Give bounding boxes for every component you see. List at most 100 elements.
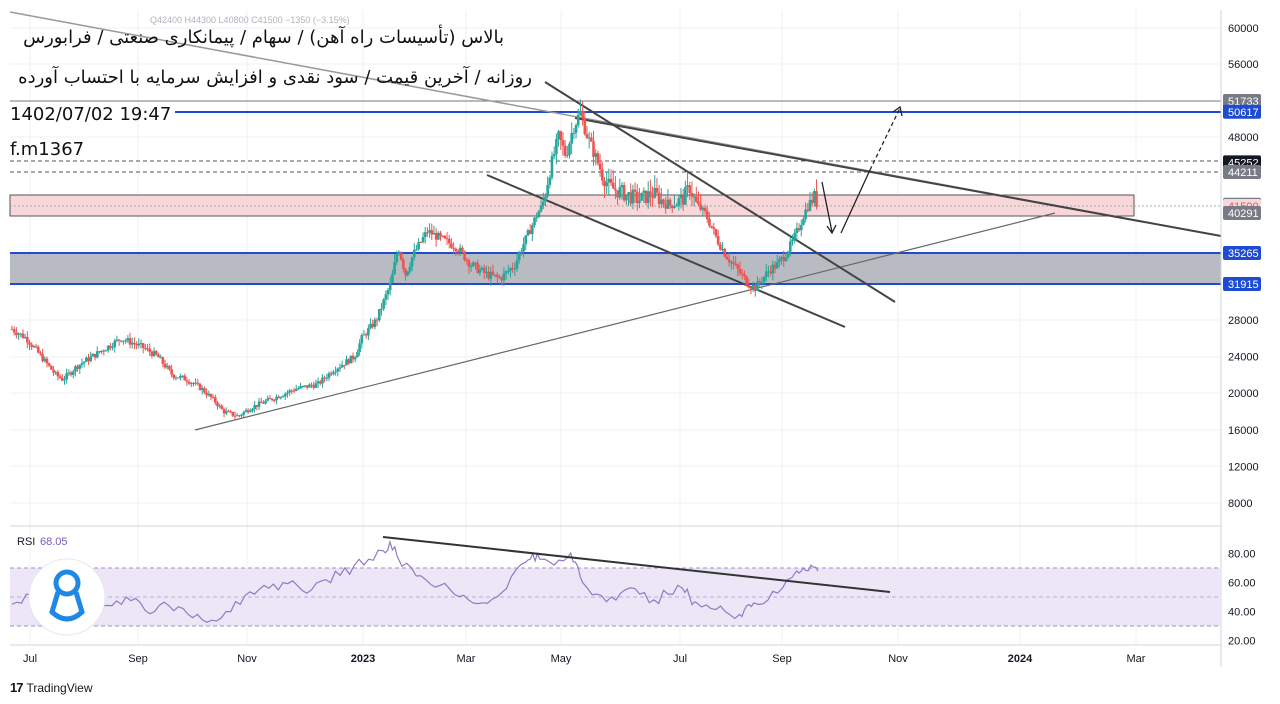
long-support-trendline[interactable] (194, 212, 1056, 431)
candle[interactable] (690, 181, 694, 207)
candle[interactable] (338, 363, 342, 372)
candle[interactable] (192, 382, 195, 387)
candle[interactable] (802, 216, 805, 226)
candle[interactable] (113, 338, 117, 353)
candle[interactable] (699, 193, 702, 212)
candle[interactable] (32, 344, 36, 348)
candle[interactable] (719, 241, 722, 251)
candle[interactable] (395, 250, 399, 265)
candle[interactable] (297, 386, 300, 390)
projection-arrows[interactable] (821, 105, 903, 235)
candle[interactable] (758, 278, 761, 287)
candle[interactable] (786, 250, 790, 260)
candle[interactable] (769, 265, 772, 277)
candle[interactable] (351, 352, 355, 363)
candle[interactable] (205, 388, 208, 399)
candle[interactable] (653, 175, 657, 199)
candle[interactable] (362, 330, 366, 336)
candle[interactable] (467, 258, 471, 275)
candle[interactable] (270, 398, 274, 402)
candle[interactable] (491, 264, 495, 277)
candle[interactable] (111, 342, 114, 351)
candle[interactable] (692, 193, 696, 207)
candle[interactable] (644, 190, 648, 206)
candle[interactable] (310, 382, 313, 389)
candle[interactable] (572, 128, 576, 140)
candle[interactable] (736, 262, 740, 277)
candle[interactable] (437, 230, 440, 241)
candle[interactable] (386, 287, 390, 301)
candle[interactable] (432, 225, 436, 235)
candle[interactable] (526, 228, 530, 237)
candle[interactable] (655, 178, 659, 196)
candle[interactable] (749, 286, 753, 295)
candle[interactable] (463, 250, 466, 262)
candle[interactable] (815, 179, 818, 210)
candle[interactable] (397, 250, 401, 256)
candle[interactable] (686, 172, 689, 198)
candle[interactable] (109, 342, 112, 351)
candle[interactable] (198, 382, 202, 391)
candle[interactable] (334, 366, 337, 376)
candle[interactable] (89, 351, 93, 363)
candle[interactable] (631, 184, 635, 210)
candle[interactable] (533, 216, 536, 228)
candle[interactable] (98, 350, 101, 354)
candle[interactable] (485, 265, 488, 279)
candle[interactable] (618, 178, 622, 200)
candle[interactable] (603, 177, 606, 198)
candle[interactable] (716, 229, 720, 247)
candle[interactable] (701, 206, 705, 217)
candle[interactable] (605, 171, 608, 195)
candle[interactable] (609, 169, 613, 186)
candle[interactable] (380, 303, 383, 316)
candle[interactable] (813, 188, 816, 207)
candle[interactable] (30, 342, 33, 351)
candle[interactable] (579, 99, 582, 117)
candle[interactable] (154, 350, 158, 356)
candle[interactable] (548, 174, 552, 189)
candle[interactable] (714, 228, 718, 239)
candle[interactable] (705, 206, 709, 223)
candle[interactable] (93, 353, 97, 361)
candle[interactable] (810, 192, 814, 207)
candle[interactable] (600, 161, 604, 186)
candle[interactable] (412, 243, 416, 261)
candle[interactable] (662, 198, 665, 208)
candle[interactable] (581, 100, 584, 126)
candle[interactable] (375, 317, 379, 327)
candle[interactable] (120, 340, 123, 343)
candle[interactable] (124, 338, 127, 344)
candle[interactable] (161, 356, 165, 368)
candle[interactable] (50, 365, 53, 370)
candle[interactable] (165, 362, 169, 370)
candle[interactable] (148, 343, 152, 356)
candle[interactable] (734, 256, 737, 267)
candle[interactable] (625, 194, 628, 205)
candle[interactable] (563, 140, 567, 158)
candle[interactable] (56, 369, 60, 381)
candle[interactable] (472, 260, 475, 268)
time-axis[interactable]: Jul Sep Nov 2023 Mar May Jul Sep Nov 2024 Mar (23, 653, 1146, 665)
candle[interactable] (598, 154, 602, 177)
candle[interactable] (329, 370, 333, 377)
candle[interactable] (325, 373, 329, 382)
candle[interactable] (360, 333, 364, 349)
candle[interactable] (461, 245, 464, 254)
rsi-divergence-trendline[interactable] (382, 536, 891, 593)
candle[interactable] (340, 360, 344, 368)
candle[interactable] (345, 355, 348, 366)
candle[interactable] (524, 235, 528, 251)
candle[interactable] (585, 126, 589, 140)
candle[interactable] (251, 407, 254, 413)
candle[interactable] (377, 309, 381, 323)
candle[interactable] (660, 187, 663, 208)
candle[interactable] (441, 235, 444, 238)
support-zone[interactable] (10, 253, 1221, 284)
candle[interactable] (541, 192, 545, 210)
candle[interactable] (544, 193, 547, 207)
candle[interactable] (26, 331, 29, 349)
candle[interactable] (611, 170, 615, 189)
candle[interactable] (592, 130, 595, 167)
candle[interactable] (430, 223, 434, 240)
